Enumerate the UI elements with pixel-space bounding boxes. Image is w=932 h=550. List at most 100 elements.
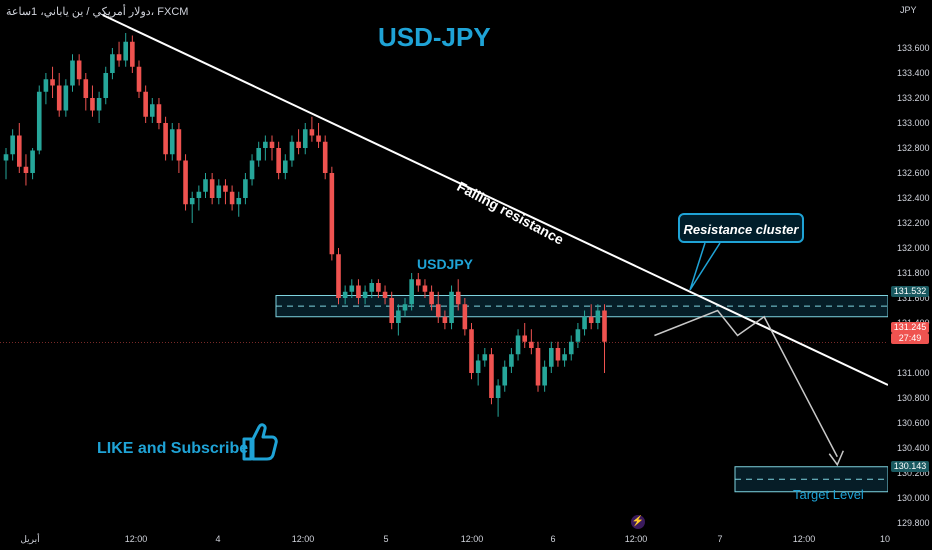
candle-body [123,41,128,61]
candle-body [588,316,594,323]
candle-body [76,60,82,80]
current-price-tag: 131.245 [891,322,929,333]
candle-body [322,141,328,173]
candle-body [309,129,315,136]
candle-body [263,141,268,148]
candle-body [130,41,135,67]
candle-body [116,54,122,61]
y-tick-label: 133.000 [897,118,930,128]
candle-body [555,348,561,361]
symbol-label: دولار أمريكي / ين ياباني، 1ساعة، FXCM [6,6,189,18]
candle-body [549,348,554,367]
candle-body [462,304,468,330]
candle-body [56,85,62,111]
y-tick-label: 130.600 [897,418,930,428]
y-tick-label: 132.000 [897,243,930,253]
falling-resistance-line [102,14,889,386]
x-tick-label: 10 [880,534,890,544]
resistance-price-tag: 131.532 [891,286,929,297]
candle-body [515,335,521,355]
price-axis [888,0,932,550]
currency-label: JPY [900,5,917,15]
candle-body [63,85,69,111]
candle-body [189,198,195,205]
candle-body [243,179,248,198]
candle-body [602,310,607,342]
candle-body [296,141,301,148]
candle-body [289,141,295,161]
candle-body [176,129,182,161]
candle-body [409,279,414,305]
y-tick-label: 129.800 [897,518,930,528]
candle-body [495,385,501,398]
y-tick-label: 131.600 [897,293,930,303]
candle-body [336,254,341,298]
candle-body [223,185,228,192]
candle-body [196,191,202,198]
candle-body [342,291,348,298]
y-tick-label: 130.000 [897,493,930,503]
candle-body [349,285,355,292]
candle-body [249,160,255,180]
candle-body [449,291,454,323]
projection-arrowhead [828,450,844,467]
candle-body [302,129,308,148]
resistance-cluster-callout: Resistance cluster [678,213,804,243]
y-tick-label: 133.600 [897,43,930,53]
candle-body [575,329,581,342]
callout-pointer [689,242,721,291]
candle-body [10,135,15,155]
countdown-tag: 27:49 [891,333,929,344]
candle-body [150,104,155,117]
chart-title: USD-JPY [378,22,491,52]
candle-body [369,283,375,292]
candle-body [429,291,434,305]
projection-path [654,309,838,458]
x-tick-label: أبريل [20,532,39,545]
candle-body [216,185,222,198]
thumbs-up-icon [242,423,278,461]
candle-body [256,148,261,161]
candle-body [283,160,288,173]
candle-body [229,191,235,205]
candle-body [469,329,474,373]
y-tick-label: 131.800 [897,268,930,278]
x-tick-label: 6 [550,534,555,544]
candle-body [475,360,481,373]
candle-body [362,291,368,298]
candle-body [276,148,281,173]
candle-body [376,283,381,292]
candle-body [90,98,95,111]
x-tick-label: 12:00 [461,534,484,544]
like-subscribe-text: LIKE and Subscribe [97,440,249,457]
candle-body [136,66,142,92]
usdjpy-label: USDJPY [417,256,474,272]
x-tick-label: 12:00 [793,534,816,544]
candle-body [183,160,188,205]
y-tick-label: 130.400 [897,443,930,453]
candle-body [542,366,547,386]
candle-body [455,291,461,305]
candle-body [36,91,42,151]
candle-body [169,129,175,155]
candle-body [70,60,75,86]
y-tick-label: 132.600 [897,168,930,178]
candle-body [582,316,587,330]
target-price-tag: 130.143 [891,461,929,472]
candle-body [236,198,242,205]
x-tick-label: 4 [215,534,220,544]
y-tick-label: 132.800 [897,143,930,153]
candle-body [110,54,115,73]
candle-body [23,166,29,173]
candle-body [442,316,448,323]
x-tick-label: 12:00 [125,534,148,544]
candle-body [416,279,421,286]
candle-body [482,354,488,361]
target-level-label: Target Level [793,487,864,502]
x-tick-label: 5 [383,534,388,544]
candle-body [3,154,9,161]
lightning-icon[interactable]: ⚡ [631,515,645,529]
candle-body [568,341,574,355]
candle-body [509,354,514,367]
